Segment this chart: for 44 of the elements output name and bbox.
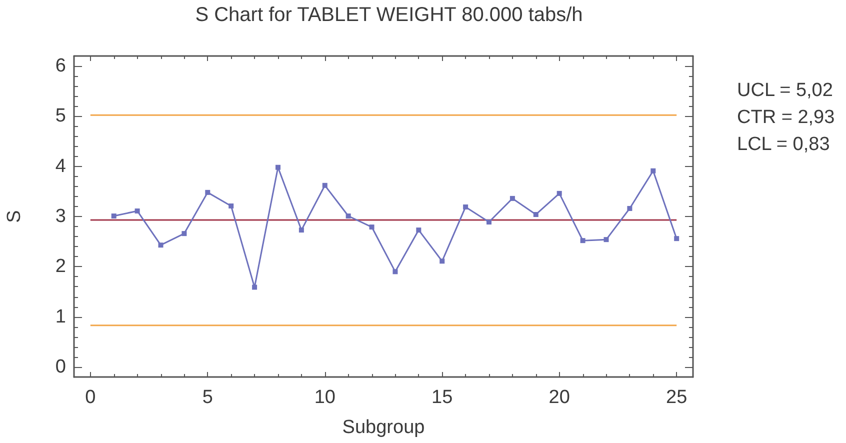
point <box>252 284 258 290</box>
x-tick-label: 5 <box>202 387 213 408</box>
y-tick-label: 5 <box>55 106 66 127</box>
y-tick-label: 4 <box>55 156 66 177</box>
point <box>205 190 210 195</box>
point <box>463 204 468 210</box>
chart-title: S Chart for TABLET WEIGHT 80.000 tabs/h <box>195 4 583 26</box>
y-tick-label: 3 <box>55 206 66 227</box>
y-tick-label: 1 <box>55 306 66 328</box>
x-tick-label: 10 <box>314 387 336 408</box>
point <box>674 236 680 242</box>
point <box>440 258 445 264</box>
x-tick-label: 0 <box>85 387 96 408</box>
point <box>182 231 187 236</box>
point <box>369 224 374 230</box>
x-axis-title: Subgroup <box>342 417 425 438</box>
x-tick-label: 25 <box>666 387 688 408</box>
point <box>111 214 116 218</box>
point <box>322 182 328 188</box>
point <box>533 212 538 217</box>
point <box>556 190 562 196</box>
x-tick-label: 20 <box>548 387 570 408</box>
point <box>580 238 586 244</box>
text: LCL = 0,83 <box>737 134 830 155</box>
point <box>298 228 304 233</box>
point <box>346 214 351 218</box>
point <box>228 203 234 208</box>
point <box>650 168 656 174</box>
point <box>486 220 492 225</box>
point <box>134 208 140 214</box>
point <box>158 242 164 248</box>
point <box>392 269 398 274</box>
x-tick-label: 15 <box>432 387 453 408</box>
y-tick-label: 2 <box>55 256 66 278</box>
point <box>416 228 422 233</box>
text: CTR = 2,93 <box>737 107 835 128</box>
text: UCL = 5,02 <box>737 80 833 101</box>
point <box>604 237 609 242</box>
y-tick-label: 0 <box>55 356 66 378</box>
y-tick-label: 6 <box>55 56 66 77</box>
y-axis-title: S <box>4 210 25 223</box>
point <box>275 164 280 170</box>
point <box>510 196 515 201</box>
point <box>627 206 632 211</box>
